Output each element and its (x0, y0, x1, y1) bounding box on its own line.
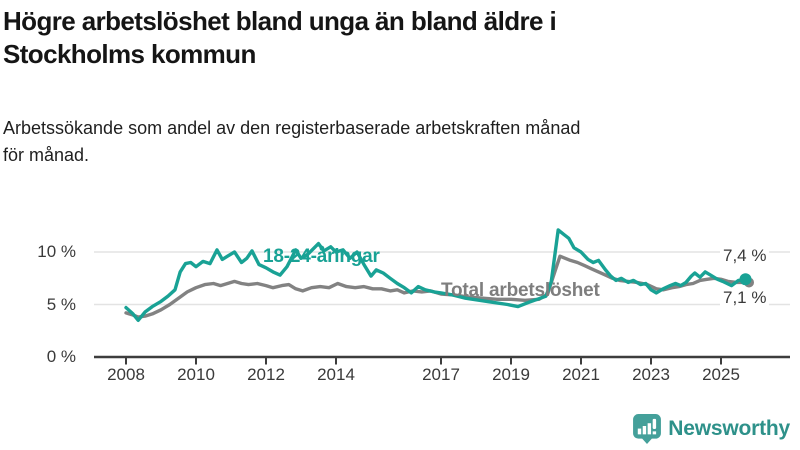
y-tick-label: 5 % (46, 294, 76, 314)
series-line-youth (124, 228, 748, 322)
x-tick-label: 2019 (492, 365, 530, 384)
series-label-total: Total arbetslöshet (441, 280, 600, 301)
y-tick-label: 0 % (46, 347, 76, 366)
chart-subtitle-line2: för månad. (3, 145, 90, 165)
x-tick-label: 2012 (247, 365, 285, 384)
newsworthy-bubble-chart-icon (633, 414, 662, 444)
x-tick-label: 2021 (562, 365, 600, 384)
x-tick-label: 2010 (177, 365, 215, 384)
series-label-youth: 18-24-åringar (263, 246, 380, 267)
page-title: Högre arbetslöshet bland unga än bland ä… (3, 5, 748, 72)
x-tick-label: 2017 (422, 365, 460, 384)
x-tick-label: 2025 (702, 365, 740, 384)
end-value-label-total: 7,1 % (720, 288, 770, 308)
y-tick-label: 10 % (37, 242, 76, 261)
newsworthy-brand-name: Newsworthy (668, 417, 790, 440)
end-value-label-youth: 7,4 % (720, 246, 770, 266)
page-title-line1: Högre arbetslöshet bland unga än bland ä… (3, 6, 557, 36)
page-title-line2: Stockholms kommun (3, 39, 256, 70)
chart-subtitle-line1: Arbetssökande som andel av den registerb… (3, 118, 581, 138)
newsworthy-logo[interactable]: Newsworthy (633, 414, 790, 444)
chart-subtitle: Arbetssökande som andel av den registerb… (3, 115, 795, 169)
end-dot-youth (739, 273, 752, 286)
x-tick-label: 2014 (317, 365, 355, 384)
series-line-total (124, 254, 748, 319)
x-tick-label: 2008 (107, 365, 145, 384)
x-tick-label: 2023 (632, 365, 670, 384)
